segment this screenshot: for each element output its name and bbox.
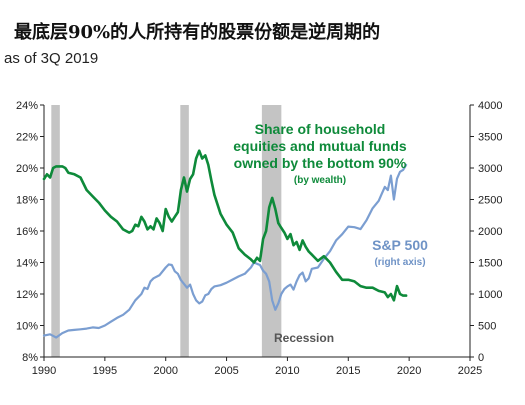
sp500-line [42, 163, 408, 339]
right-tick-label-7: 3500 [478, 132, 502, 144]
x-tick-label-2: 2000 [153, 365, 177, 377]
left-tick-label-6: 20% [16, 163, 38, 175]
series-lines [42, 149, 408, 339]
left-tick-label-1: 10% [16, 321, 38, 333]
recession-bands [51, 105, 282, 357]
left-tick-label-4: 16% [16, 226, 38, 238]
x-tick-label-7: 2025 [458, 365, 482, 377]
left-tick-label-2: 12% [16, 289, 38, 301]
x-tick-label-1: 1995 [93, 365, 117, 377]
left-tick-label-5: 18% [16, 195, 38, 207]
x-tick-label-3: 2005 [214, 365, 238, 377]
recession-band-2 [261, 105, 282, 357]
share-annotation-line2: equities and mutual funds [233, 138, 407, 154]
share-annotation-line4: (by wealth) [294, 175, 346, 186]
left-axis-ticks: 8% 10% 12% 14% 16% 18% 20% 22% 24% [16, 100, 44, 364]
right-tick-label-0: 0 [478, 352, 484, 364]
bottom90-share-line [42, 149, 408, 302]
left-tick-label-0: 8% [22, 352, 38, 364]
right-tick-label-3: 1500 [478, 258, 502, 270]
right-tick-label-6: 3000 [478, 163, 502, 175]
sp500-annotation-line1: S&P 500 [372, 237, 428, 253]
right-tick-label-1: 500 [478, 321, 496, 333]
x-tick-label-5: 2015 [336, 365, 360, 377]
x-tick-label-6: 2020 [397, 365, 421, 377]
right-tick-label-8: 4000 [478, 100, 502, 112]
chart-subtitle: as of 3Q 2019 [4, 50, 99, 67]
right-tick-label-4: 2000 [478, 226, 502, 238]
left-tick-label-7: 22% [16, 132, 38, 144]
recession-annotation: Recession [274, 331, 334, 345]
chart-title: 最底层90%的人所持有的股票份额是逆周期的 [14, 22, 381, 43]
recession-band-0 [51, 105, 60, 357]
x-tick-label-0: 1990 [32, 365, 56, 377]
share-annotation-line1: Share of household [255, 121, 386, 137]
sp500-annotation-line2: (right axis) [374, 257, 425, 268]
x-tick-label-4: 2010 [275, 365, 299, 377]
share-annotation-line3: owned by the bottom 90% [234, 155, 407, 171]
x-axis-ticks: 1990 1995 2000 2005 2010 2015 2020 2025 [32, 357, 482, 377]
left-tick-label-3: 14% [16, 258, 38, 270]
right-tick-label-5: 2500 [478, 195, 502, 207]
recession-band-1 [180, 105, 189, 357]
right-tick-label-2: 1000 [478, 289, 502, 301]
left-tick-label-8: 24% [16, 100, 38, 112]
right-axis-ticks: 0 500 1000 1500 2000 2500 3000 3500 4000 [470, 100, 502, 364]
annotations: Share of household equities and mutual f… [233, 121, 428, 345]
